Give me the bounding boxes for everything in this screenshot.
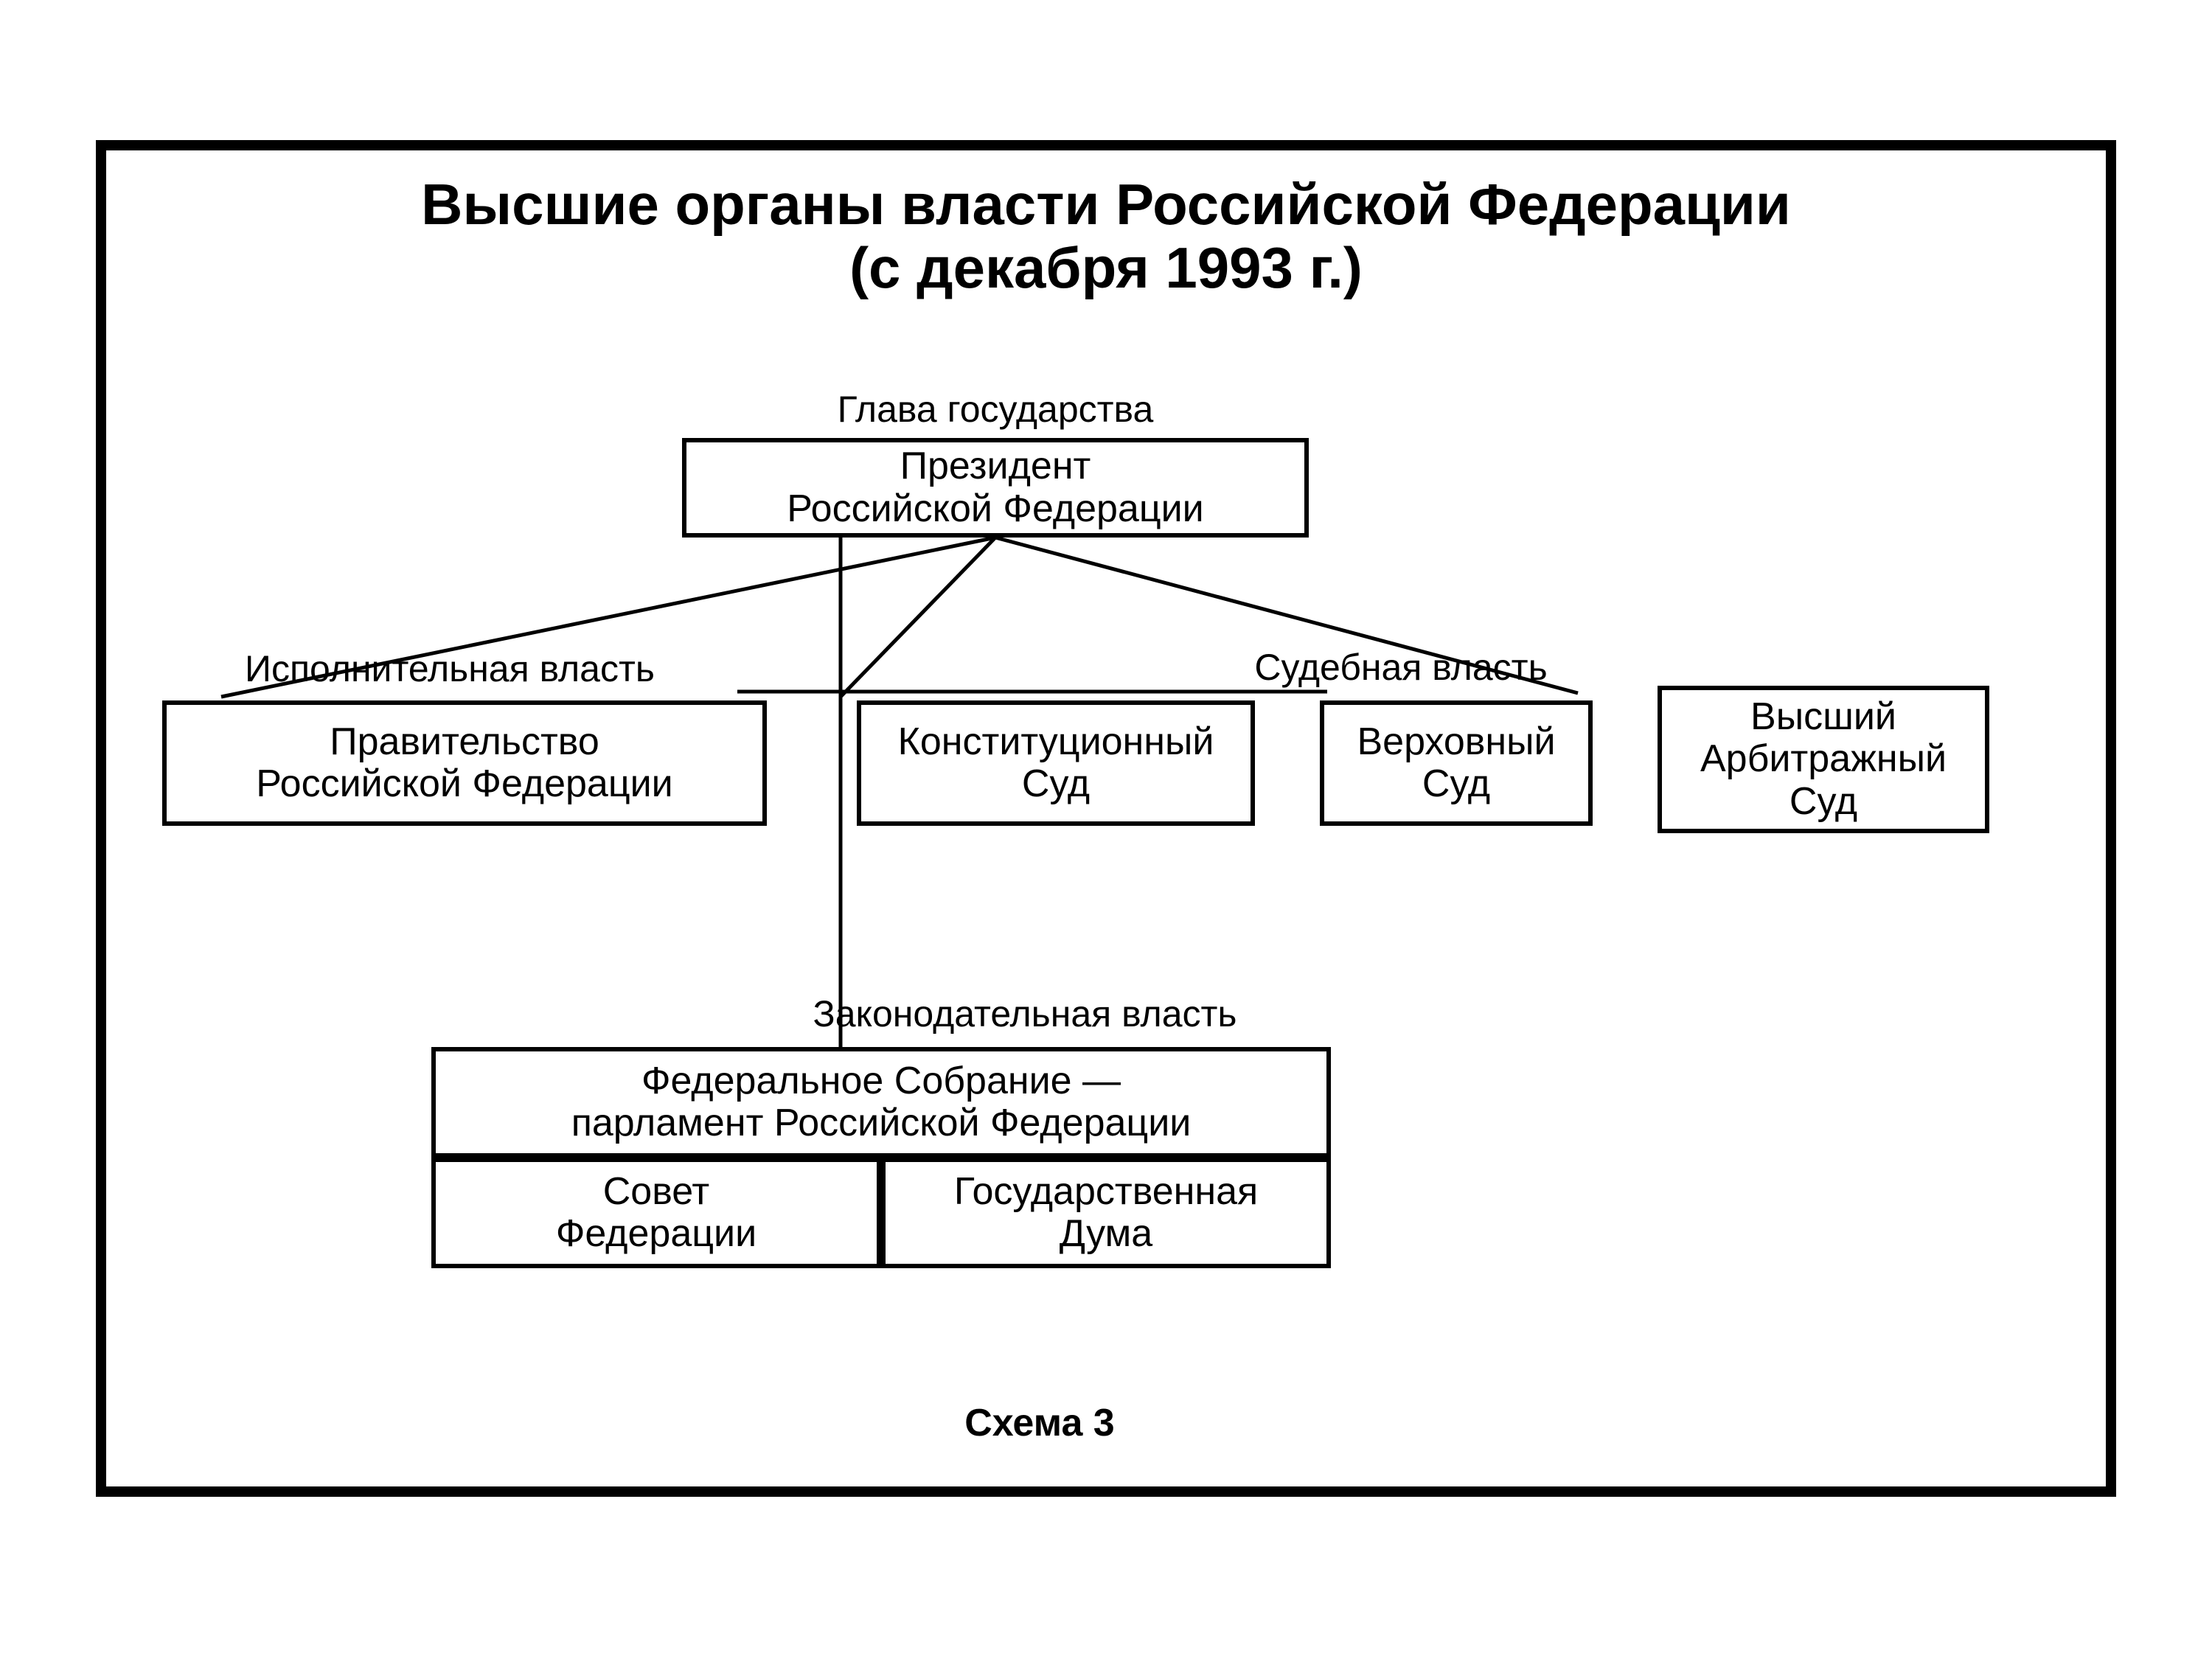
node-state-duma: Государственная Дума bbox=[881, 1158, 1331, 1268]
node-arbitration-court: Высший Арбитражный Суд bbox=[1658, 686, 1989, 833]
label-scheme-number: Схема 3 bbox=[929, 1402, 1150, 1447]
label-legislative: Законодательная власть bbox=[759, 994, 1290, 1038]
title-line1: Высшие органы власти Российской Федераци… bbox=[421, 172, 1791, 237]
node-federation-council: Совет Федерации bbox=[431, 1158, 881, 1268]
node-federal-assembly: Федеральное Собрание — парламент Российс… bbox=[431, 1047, 1331, 1158]
label-judicial: Судебная власть bbox=[1209, 647, 1593, 692]
connector-edge bbox=[841, 538, 995, 697]
diagram-root: Высшие органы власти Российской Федераци… bbox=[0, 0, 2212, 1659]
title-line2: (с декабря 1993 г.) bbox=[849, 235, 1363, 300]
label-executive: Исполнительная власть bbox=[192, 649, 708, 693]
node-government: Правительство Российской Федерации bbox=[162, 700, 767, 826]
node-constitutional-court: Конституционный Суд bbox=[857, 700, 1255, 826]
label-head-of-state: Глава государства bbox=[767, 389, 1224, 434]
node-president: Президент Российской Федерации bbox=[682, 438, 1309, 538]
node-supreme-court: Верховный Суд bbox=[1320, 700, 1593, 826]
diagram-title: Высшие органы власти Российской Федераци… bbox=[147, 173, 2065, 335]
